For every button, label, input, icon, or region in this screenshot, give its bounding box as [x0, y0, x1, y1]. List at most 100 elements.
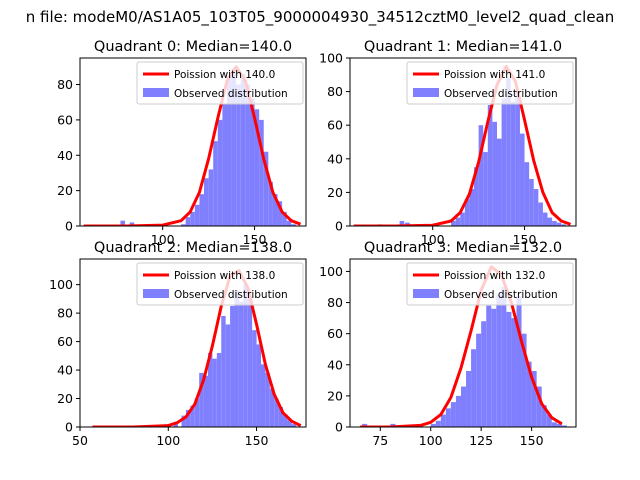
y-tick-label: 40 [327, 151, 343, 166]
y-tick-label: 80 [327, 84, 343, 99]
histogram-bar [521, 333, 527, 427]
histogram-bar [222, 103, 227, 226]
x-tick-label: 100 [419, 433, 443, 448]
histogram-bar [277, 201, 283, 226]
histogram-bar [129, 222, 135, 226]
histogram-bar [486, 305, 492, 427]
histogram-bar [234, 290, 239, 427]
histogram-bar [291, 424, 297, 427]
histogram-bar [181, 415, 186, 427]
histogram-bar [282, 211, 287, 226]
histogram-bar [185, 217, 191, 226]
histogram-bar [247, 296, 253, 427]
legend-poisson-label: Poission with 138.0 [174, 270, 275, 282]
histogram-bar [203, 375, 209, 427]
histogram-bar [217, 119, 223, 226]
histogram-bar [194, 398, 200, 427]
histogram-bar [496, 138, 502, 226]
histogram-bar [552, 220, 557, 226]
y-tick-label: 20 [57, 183, 73, 198]
legend-box [136, 262, 304, 306]
histogram-bars [120, 68, 296, 226]
histogram-bar [474, 167, 479, 226]
histogram-bar [538, 202, 543, 226]
histogram-bar [476, 333, 482, 427]
y-tick-label: 0 [335, 219, 343, 234]
histogram-bar [259, 119, 264, 226]
histogram-bar [204, 178, 209, 226]
histogram-bar [190, 405, 195, 427]
histogram-bar [120, 220, 126, 226]
legend-hist-swatch [413, 289, 439, 298]
y-tick-label: 100 [319, 51, 343, 66]
legend-hist-label: Observed distribution [174, 289, 288, 301]
histogram-bar [265, 372, 270, 427]
x-tick-label: 150 [245, 433, 269, 448]
histogram-bar [492, 121, 497, 226]
y-tick-label: 40 [57, 148, 73, 163]
histogram-bar [515, 91, 520, 226]
histogram-bar [199, 372, 204, 427]
histogram-bar [269, 388, 275, 427]
legend-box [406, 262, 574, 306]
legend-hist-swatch [413, 88, 439, 97]
histogram-bar [469, 189, 475, 226]
y-tick-label: 60 [57, 112, 73, 127]
subplot-quadrant-0: Quadrant 0: Median=140.0 100 150 0 20 40 60 80 P… [57, 39, 307, 247]
histogram-bars [362, 287, 567, 427]
histogram-bar [561, 224, 566, 226]
histogram-bar [245, 84, 250, 226]
histogram-bar [556, 222, 562, 226]
y-tick-label: 0 [65, 420, 73, 435]
y-tick-label: 40 [57, 363, 73, 378]
legend: Poission with 141.0 Observed distribution [406, 61, 574, 105]
subplot-quadrant-1: Quadrant 1: Median=141.0 100 150 0 20 40 60 80 1… [319, 39, 577, 247]
histogram-bar [551, 422, 557, 427]
histogram-bar [254, 109, 260, 226]
histogram-bar [546, 414, 552, 427]
x-tick-label: 75 [372, 433, 388, 448]
histogram-bar [455, 217, 461, 226]
histogram-bar [230, 305, 235, 427]
histogram-bar [460, 212, 465, 226]
y-tick-label: 80 [327, 295, 343, 310]
histogram-bar [236, 84, 241, 226]
x-tick-label: 150 [520, 433, 544, 448]
histogram-bar [249, 98, 255, 226]
histogram-bar [399, 220, 405, 226]
x-tick-label: 50 [72, 433, 88, 448]
histogram-bar [529, 178, 534, 226]
histogram-bar [510, 101, 516, 226]
histogram-bar [286, 220, 292, 226]
histogram-bar [526, 361, 532, 427]
histogram-bar [190, 211, 195, 226]
axes-frame [79, 57, 307, 227]
histogram-bar [496, 294, 502, 427]
histogram-bar [561, 425, 567, 427]
histogram-bar [272, 194, 278, 226]
histogram-bar [455, 395, 461, 427]
histogram-bar [533, 189, 539, 226]
histogram-bar [238, 301, 244, 427]
histogram-bar [478, 125, 484, 226]
x-tick-label: 100 [421, 232, 445, 247]
subplot-quadrant-3: Quadrant 3: Median=132.0 75 100 125 150 0 20 40… [319, 240, 577, 448]
figure-suptitle: n file: modeM0/AS1A05_103T05_9000004930_… [26, 8, 615, 27]
histogram-bar [221, 315, 226, 427]
histogram-bar [362, 423, 368, 427]
histogram-bar [213, 141, 218, 226]
axes-frame [349, 57, 577, 227]
legend: Poission with 140.0 Observed distribution [136, 61, 304, 105]
histogram-bars [377, 78, 566, 226]
x-tick-label: 100 [151, 232, 175, 247]
histogram-bars [132, 284, 297, 427]
histogram-bar [173, 422, 178, 427]
subplot-title: Quadrant 0: Median=140.0 [94, 39, 292, 55]
histogram-bar [471, 349, 477, 427]
histogram-bar [464, 199, 470, 226]
legend: Poission with 138.0 Observed distribution [136, 262, 304, 306]
legend-hist-label: Observed distribution [174, 88, 288, 100]
histogram-bar [240, 73, 246, 226]
histogram-bar [491, 308, 497, 427]
